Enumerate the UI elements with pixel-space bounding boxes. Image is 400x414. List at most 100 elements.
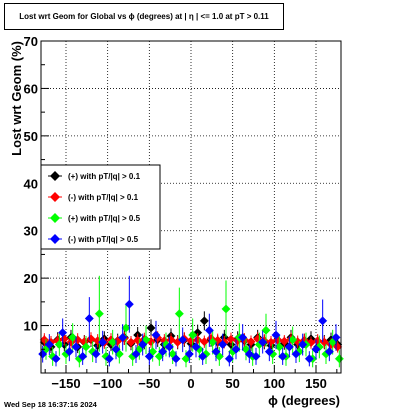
data-point	[291, 349, 301, 359]
data-point	[226, 334, 236, 344]
data-point	[58, 328, 68, 338]
y-tick-label: 70	[24, 34, 38, 49]
data-marks	[38, 275, 344, 368]
legend-label: (+) with pT/|q| > 0.5	[68, 214, 141, 223]
data-point	[231, 344, 241, 354]
data-point	[144, 351, 154, 361]
axis-ticks: −150 −100 −50 0 50 100 150 10 20 30 40 50 60 70	[24, 34, 338, 391]
data-point	[151, 330, 161, 340]
data-point	[124, 299, 134, 309]
data-point	[199, 316, 209, 326]
data-point	[208, 337, 218, 347]
data-point	[204, 325, 214, 335]
data-point	[304, 354, 314, 364]
x-tick-label: −100	[93, 376, 122, 391]
y-tick-label: 60	[24, 81, 38, 96]
data-point	[84, 313, 94, 324]
data-point	[178, 335, 188, 345]
data-point	[146, 323, 156, 333]
data-point	[44, 339, 54, 350]
timestamp: Wed Sep 18 16:37:16 2024	[4, 400, 97, 409]
legend-entry: (-) with pT/|q| > 0.5	[48, 234, 139, 244]
y-tick-label: 30	[24, 224, 38, 239]
data-point	[271, 330, 281, 340]
data-point	[81, 342, 91, 352]
data-point	[244, 349, 254, 359]
data-point	[334, 354, 344, 364]
data-point	[246, 337, 256, 347]
data-point	[331, 332, 341, 342]
data-point	[51, 354, 61, 364]
data-point	[68, 332, 78, 342]
data-point	[94, 309, 104, 319]
data-point	[298, 339, 308, 350]
data-point	[211, 347, 221, 357]
data-point	[311, 344, 321, 354]
data-point	[71, 342, 81, 352]
data-point	[264, 347, 274, 357]
data-point	[278, 351, 288, 361]
data-point	[258, 337, 268, 347]
data-point	[184, 349, 194, 359]
data-point	[324, 347, 334, 357]
data-point	[54, 339, 64, 350]
legend-marker	[50, 171, 60, 181]
legend-marker	[50, 234, 60, 244]
x-tick-label: 100	[263, 376, 285, 391]
data-point	[111, 344, 121, 354]
data-point	[198, 351, 208, 361]
data-point	[138, 339, 148, 350]
data-point	[218, 339, 228, 350]
data-point	[174, 309, 184, 319]
chart-title: Lost wrt Geom for Global vs ϕ (degrees) …	[4, 3, 284, 30]
x-tick-label: 50	[225, 376, 239, 391]
legend-label: (+) with pT/|q| > 0.1	[68, 172, 141, 181]
x-tick-label: −50	[138, 376, 160, 391]
y-tick-label: 20	[24, 271, 38, 286]
data-point	[261, 325, 271, 335]
y-tick-label: 50	[24, 129, 38, 144]
x-tick-label: −150	[51, 376, 80, 391]
data-point	[64, 347, 74, 357]
y-tick-label: 40	[24, 176, 38, 191]
data-point	[78, 351, 88, 361]
data-point	[188, 330, 198, 340]
y-tick-label: 10	[24, 319, 38, 334]
legend-marker	[50, 192, 60, 202]
data-point	[251, 351, 261, 361]
legend: (+) with pT/|q| > 0.1 (-) with pT/|q| > 0…	[40, 164, 161, 250]
data-point	[199, 337, 209, 347]
x-tick-label: 150	[305, 376, 327, 391]
data-point	[191, 342, 201, 352]
x-tick-label: 0	[187, 376, 194, 391]
data-point	[221, 304, 231, 314]
data-point	[121, 323, 131, 333]
data-point	[274, 342, 284, 352]
legend-label: (-) with pT/|q| > 0.5	[68, 235, 139, 244]
data-point	[318, 316, 328, 326]
data-point	[164, 342, 174, 352]
series-4	[38, 275, 341, 367]
data-point	[224, 354, 234, 364]
data-point	[91, 349, 101, 359]
legend-entry: (+) with pT/|q| > 0.1	[48, 171, 141, 181]
data-point	[288, 335, 298, 345]
data-point	[158, 347, 168, 357]
x-axis-label: ϕ (degrees)	[268, 393, 340, 408]
legend-entry: (-) with pT/|q| > 0.1	[48, 192, 139, 202]
data-point	[284, 342, 294, 352]
data-point	[98, 337, 108, 347]
data-point	[39, 335, 49, 345]
data-point	[171, 354, 181, 364]
y-axis-label: Lost wrt Geom (%)	[9, 41, 24, 156]
data-point	[118, 332, 128, 342]
data-point	[238, 332, 248, 342]
legend-label: (-) with pT/|q| > 0.1	[68, 193, 139, 202]
legend-entry: (+) with pT/|q| > 0.5	[48, 213, 141, 223]
legend-marker	[50, 213, 60, 223]
legend-box	[40, 164, 161, 250]
data-point	[104, 354, 114, 364]
data-point	[108, 337, 118, 347]
